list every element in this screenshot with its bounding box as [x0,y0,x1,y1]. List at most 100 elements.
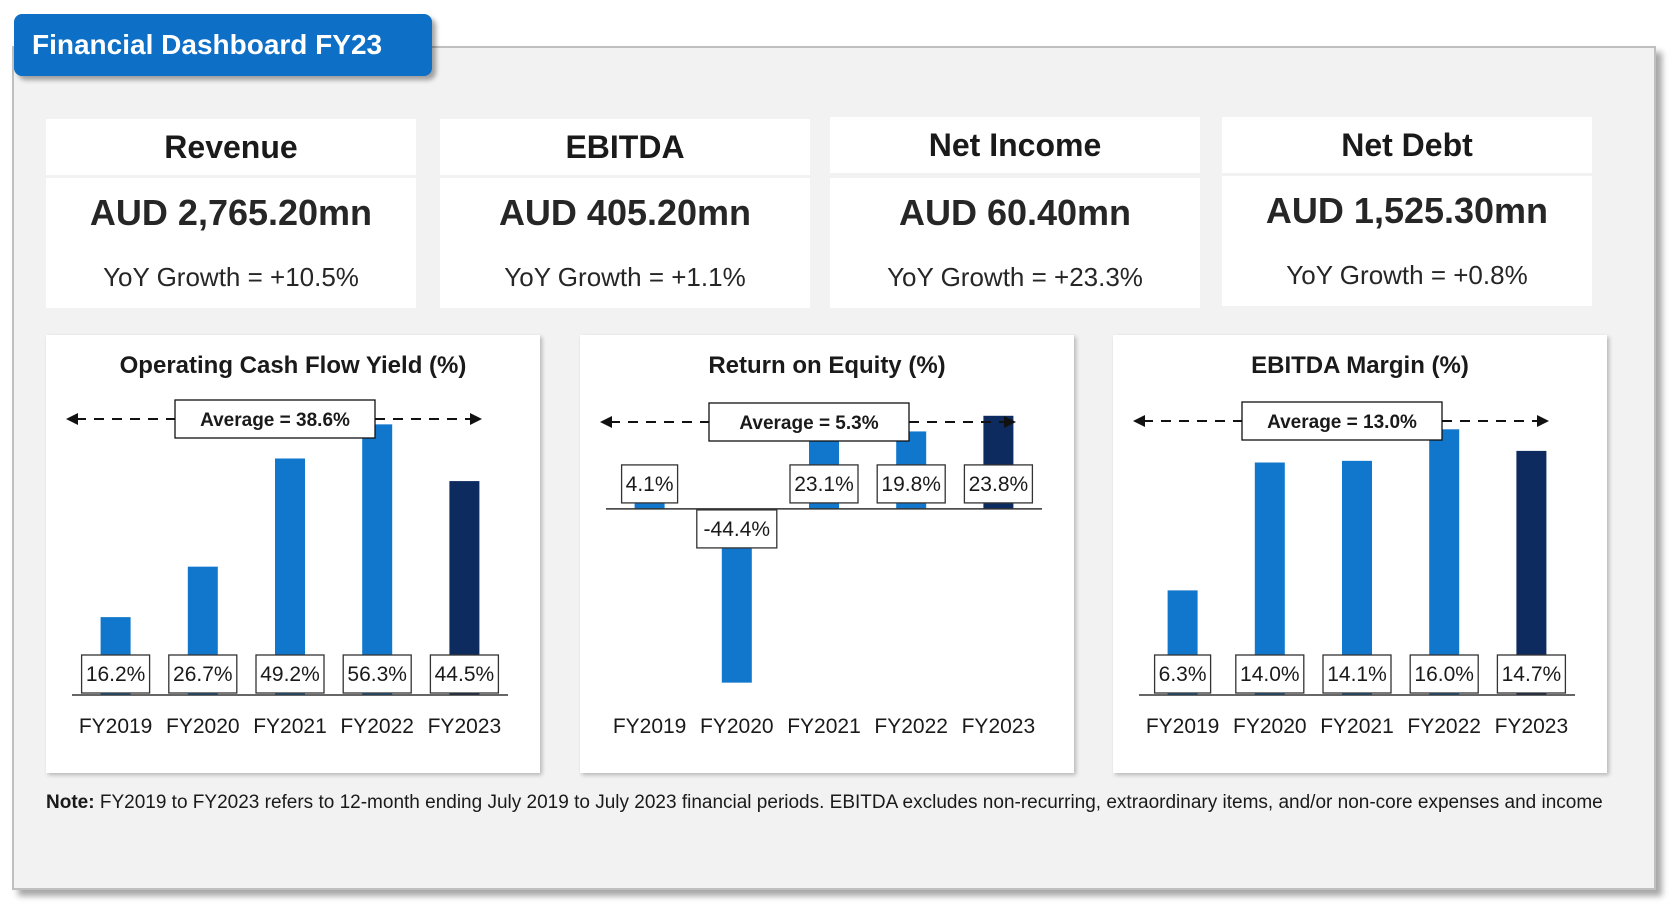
tick-label: FY2021 [1320,715,1394,738]
value-label-text: -44.4% [704,518,771,541]
value-label-box [963,464,1034,504]
tick-label: FY2020 [1233,715,1307,738]
value-label-text: 23.8% [969,473,1029,496]
kpi-net-debt-label: Net Debt [1222,117,1592,173]
chart-ocf-yield-svg: Operating Cash Flow Yield (%) 16.2% 26.7% 4… [66,352,508,738]
tick-label: FY2023 [962,715,1036,738]
average-box [708,402,910,442]
value-label: 6.3% [1153,654,1212,694]
value-label: 49.2% [255,654,325,694]
kpi-net-income-growth: YoY Growth = +23.3% [887,262,1143,292]
kpi-ebitda-card: AUD 405.20mn YoY Growth = +1.1% [440,178,810,308]
value-label-box [255,654,325,694]
kpi-revenue-card: AUD 2,765.20mn YoY Growth = +10.5% [46,178,416,308]
value-label-box [1153,654,1212,694]
value-label: 19.8% [876,464,946,504]
value-label-text: 19.8% [881,473,941,496]
value-label: 16.2% [80,654,151,694]
average-label: Average = 38.6% [200,410,350,431]
footnote-text: FY2019 to FY2023 refers to 12-month endi… [99,792,1603,813]
average-box [174,399,376,439]
arrow-left-icon [600,416,612,428]
value-label-text: 26.7% [173,663,233,686]
value-label-box [789,464,859,504]
dashboard-title: Financial Dashboard FY23 [14,14,432,76]
value-label-box [1235,654,1305,694]
kpi-net-income-card: AUD 60.40mn YoY Growth = +23.3% [830,178,1200,308]
tick-label: FY2020 [166,715,240,738]
value-label-text: 23.1% [794,473,854,496]
average-annotation: Average = 13.0% [1133,401,1549,441]
tick-label: FY2019 [1146,715,1220,738]
chart-roe-svg: Return on Equity (%) 4.1% -44.4% 23.1% 19.8%… [600,352,1042,738]
value-label-box [429,654,500,694]
arrow-left-icon [66,413,78,425]
value-label-box [876,464,946,504]
arrow-right-icon [1537,415,1549,427]
kpi-ebitda-label: EBITDA [440,119,810,175]
average-annotation: Average = 5.3% [600,402,1016,442]
value-label-box [1409,654,1479,694]
kpi-ebitda-value: AUD 405.20mn [498,192,752,233]
tick-label: FY2019 [613,715,687,738]
kpi-revenue-label: Revenue [46,119,416,175]
value-label: 44.5% [429,654,500,694]
value-label: 23.8% [963,464,1034,504]
value-label-text: 16.0% [1414,663,1474,686]
average-label: Average = 13.0% [1267,412,1417,433]
tick-label: FY2022 [340,715,414,738]
kpi-net-debt-card: AUD 1,525.30mn YoY Growth = +0.8% [1222,176,1592,306]
value-label: 56.3% [342,654,412,694]
value-label-text: 14.0% [1240,663,1300,686]
bar-fy2022 [1429,429,1460,695]
kpi-net-income-label: Net Income [830,117,1200,173]
average-label: Average = 5.3% [739,413,878,434]
chart-title: Operating Cash Flow Yield (%) [120,352,467,379]
average-box [1241,401,1443,441]
kpi-net-debt-growth: YoY Growth = +0.8% [1286,260,1528,290]
tick-label: FY2019 [79,715,153,738]
value-label-box [168,654,238,694]
footnote-prefix: Note: [46,792,95,813]
chart-ebitda-margin-svg: EBITDA Margin (%) 6.3% 14.0% 14.1% 16.0% 14.7… [1133,352,1575,738]
tick-label: FY2021 [787,715,861,738]
chart-title: Return on Equity (%) [708,352,945,379]
average-annotation: Average = 38.6% [66,399,482,439]
value-label-box [620,464,679,504]
value-label-text: 44.5% [435,663,495,686]
arrow-left-icon [1133,415,1145,427]
value-label: 26.7% [168,654,238,694]
tick-label: FY2022 [874,715,948,738]
arrow-right-icon [470,413,482,425]
value-label-text: 6.3% [1159,663,1207,686]
tick-label: FY2021 [253,715,327,738]
bar-fy2023 [1516,450,1547,695]
kpi-revenue-value: AUD 2,765.20mn [89,192,373,233]
value-label: 16.0% [1409,654,1479,694]
value-label: 4.1% [620,464,679,504]
value-label-text: 14.1% [1327,663,1387,686]
value-label: 14.0% [1235,654,1305,694]
chart-ocf-yield: Operating Cash Flow Yield (%) 16.2% 26.7% 4… [46,335,540,773]
kpi-net-income-value: AUD 60.40mn [898,192,1132,233]
tick-label: FY2023 [1495,715,1569,738]
kpi-revenue-growth: YoY Growth = +10.5% [103,262,359,292]
kpi-ebitda-growth: YoY Growth = +1.1% [504,262,746,292]
bar-fy2022 [362,424,393,695]
tick-label: FY2022 [1407,715,1481,738]
tick-label: FY2023 [428,715,502,738]
chart-title: EBITDA Margin (%) [1251,352,1469,379]
value-label-text: 16.2% [86,663,146,686]
value-label: 14.7% [1496,654,1567,694]
arrow-right-icon [1004,416,1016,428]
value-label-text: 49.2% [260,663,320,686]
value-label-box [342,654,412,694]
value-label-text: 4.1% [626,473,674,496]
kpi-net-debt-value: AUD 1,525.30mn [1265,190,1549,231]
value-label: 23.1% [789,464,859,504]
footnote: Note: FY2019 to FY2023 refers to 12-mont… [46,788,1646,817]
value-label-text: 14.7% [1502,663,1562,686]
value-label: 14.1% [1322,654,1392,694]
value-label-box [1496,654,1567,694]
value-label-box [80,654,151,694]
